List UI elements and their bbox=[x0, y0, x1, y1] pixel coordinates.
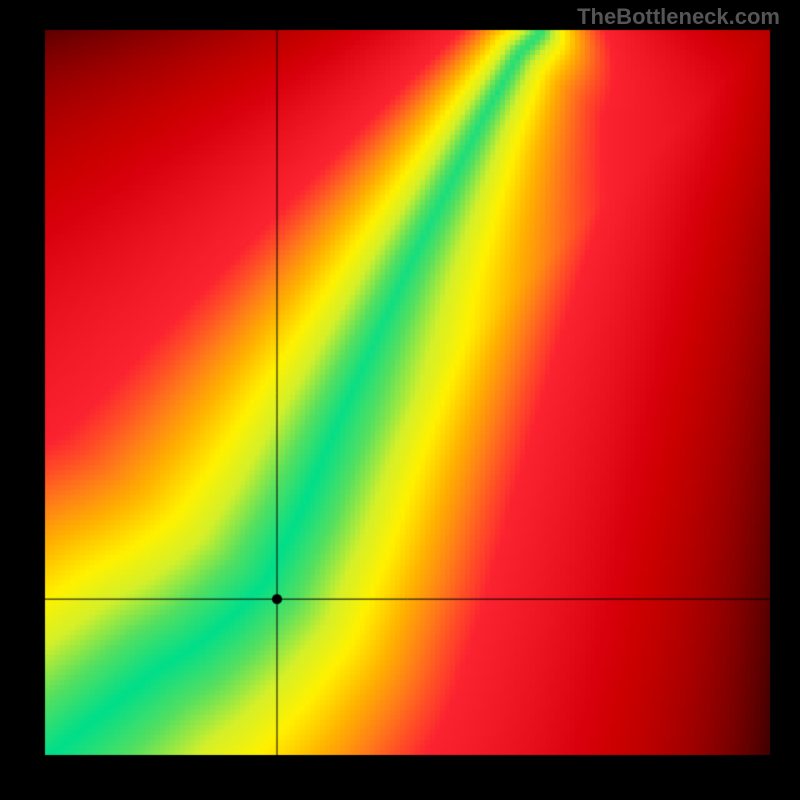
watermark-text: TheBottleneck.com bbox=[577, 4, 780, 30]
bottleneck-heatmap bbox=[0, 0, 800, 800]
